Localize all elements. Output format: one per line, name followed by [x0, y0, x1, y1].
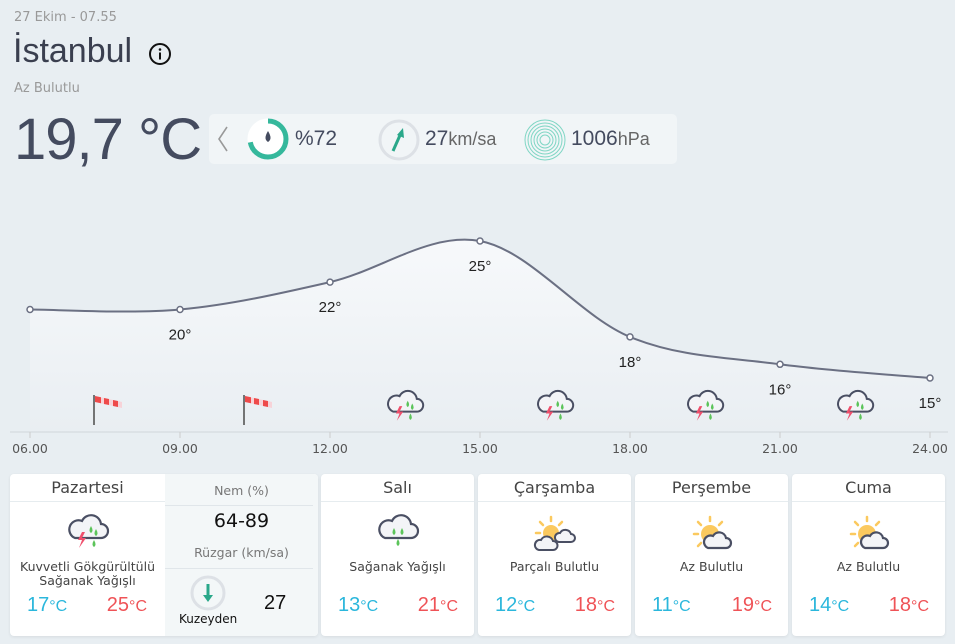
- date-time: 27 Ekim - 07.55: [14, 10, 117, 25]
- wind-speed: 27: [264, 592, 287, 614]
- day-card[interactable]: Cuma Az Bulutlu 14°C 18°C: [792, 474, 945, 636]
- x-tick-label: 18.00: [612, 441, 648, 456]
- wind-direction-icon: [378, 119, 420, 161]
- data-label: 25°: [469, 258, 492, 275]
- thunderstorm-icon: [66, 512, 110, 556]
- day-card[interactable]: Pazartesi Kuvvetli Gökgürültülü Sağanak Y…: [10, 474, 318, 636]
- wind-direction: Kuzeyden: [179, 612, 238, 626]
- mostly-sunny-icon: [849, 515, 889, 550]
- x-tick-label: 21.00: [762, 441, 798, 456]
- city-title: İstanbul: [13, 32, 133, 70]
- chevron-left-icon[interactable]: [215, 125, 231, 153]
- pressure-value: 1006hPa: [571, 127, 650, 150]
- humidity-range: 64-89: [213, 510, 270, 532]
- data-label: 22°: [319, 299, 342, 316]
- mostly-sunny-icon: [692, 515, 732, 550]
- data-point: [26, 305, 34, 314]
- day-description: Sağanak Yağışlı: [349, 559, 446, 574]
- high-temp: 18°C: [574, 594, 615, 616]
- high-temp: 21°C: [417, 594, 458, 616]
- x-tick-label: 24.00: [912, 441, 948, 456]
- day-name: Pazartesi: [10, 474, 165, 502]
- x-tick-label: 09.00: [162, 441, 198, 456]
- data-point: [326, 278, 334, 286]
- partly-cloudy-icon: [533, 515, 576, 552]
- wind-direction-icon: [190, 575, 226, 611]
- low-temp: 14°C: [809, 594, 850, 616]
- day-name: Cuma: [792, 474, 945, 502]
- day-card[interactable]: Salı Sağanak Yağışlı 13°C 21°C: [321, 474, 474, 636]
- data-point: [776, 360, 784, 369]
- wind-label: Rüzgar (km/sa): [194, 545, 289, 560]
- high-temp: 18°C: [888, 594, 929, 616]
- data-point: [476, 237, 484, 245]
- data-label: 18°: [619, 354, 642, 371]
- humidity-value: %72: [295, 127, 338, 150]
- day-name: Perşembe: [635, 474, 788, 502]
- x-tick-label: 12.00: [312, 441, 348, 456]
- day-name: Salı: [321, 474, 474, 502]
- low-temp: 12°C: [495, 594, 536, 616]
- day-detail-panel: Nem (%) 64-89 Rüzgar (km/sa) Kuzeyden 27: [165, 474, 318, 636]
- data-point: [176, 305, 184, 314]
- data-label: 16°: [769, 381, 792, 398]
- high-temp: 19°C: [731, 594, 772, 616]
- hourly-temperature-chart: 06.00 20° 09.00 22° 12.00 25° 15.00 18° 18.00 16°…: [10, 237, 948, 456]
- x-tick-label: 06.00: [12, 441, 48, 456]
- data-label: 20°: [169, 327, 192, 344]
- data-point: [926, 374, 934, 382]
- day-name: Çarşamba: [478, 474, 631, 502]
- day-description: Parçalı Bulutlu: [509, 559, 600, 574]
- pressure-icon: [524, 119, 566, 161]
- temperature-area: [30, 239, 930, 432]
- day-card[interactable]: Çarşamba Parçalı Bulutlu 12°C 18°C: [478, 474, 631, 636]
- high-temp: 25°C: [106, 594, 147, 616]
- day-card[interactable]: Perşembe Az Bulutlu 11°C 19°C: [635, 474, 788, 636]
- low-temp: 13°C: [338, 594, 379, 616]
- humidity-label: Nem (%): [214, 483, 269, 498]
- x-tick-label: 15.00: [462, 441, 498, 456]
- current-condition: Az Bulutlu: [14, 81, 80, 96]
- wind-value: 27km/sa: [425, 127, 497, 150]
- data-point: [626, 333, 634, 341]
- data-label: 15°: [919, 395, 942, 412]
- low-temp: 17°C: [27, 594, 68, 616]
- day-description: Kuvvetli Gökgürültülü Sağanak Yağışlı: [20, 559, 155, 588]
- day-description: Az Bulutlu: [679, 559, 744, 574]
- day-description: Az Bulutlu: [836, 559, 901, 574]
- info-icon[interactable]: [148, 42, 172, 66]
- low-temp: 11°C: [652, 594, 691, 616]
- current-temperature: 19,7 °C: [14, 107, 202, 172]
- rain-icon: [376, 512, 420, 556]
- humidity-gauge-icon: [247, 118, 289, 160]
- current-stats-panel: %72 27km/sa 1006hPa: [209, 114, 677, 164]
